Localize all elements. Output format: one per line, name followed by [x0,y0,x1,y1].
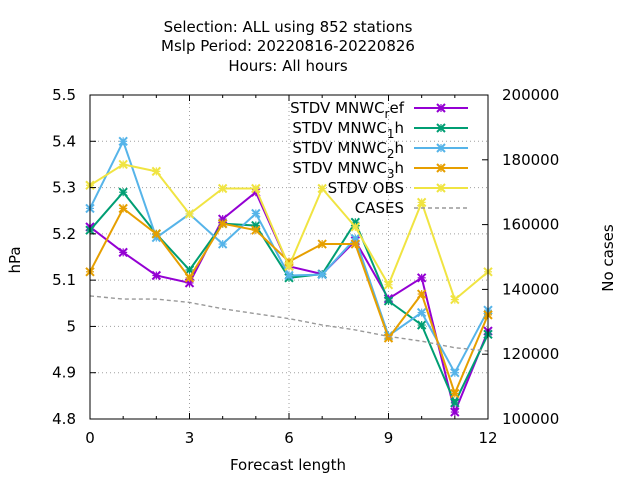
series-point-stdv-mnwc-2h [118,136,128,146]
legend-label-subscript: 2 [387,147,395,161]
series-layer [85,136,493,417]
legend-label-tail: h [394,139,404,157]
y2-axis-label: No cases [599,224,617,292]
legend-label: STDV OBS [328,179,404,197]
legend-label-main: STDV MNWC [292,159,386,177]
series-point-stdv-obs [217,183,228,194]
legend-entry-stdv-mnwc-3h: STDV MNWC3h [292,159,468,181]
y-tick-label: 5 [66,317,76,335]
series-point-stdv-obs [251,183,261,194]
series-point-stdv-mnwc-2h [217,239,228,249]
legend-label-main: STDV MNWC [290,99,384,117]
series-point-stdv-obs [416,197,427,208]
series-point-stdv-mnwc-1h [450,398,460,408]
x-tick-label: 6 [284,429,294,447]
x-axis-label: Forecast length [230,456,346,474]
x-tick-label: 0 [85,429,95,447]
series-point-stdv-mnwc-2h [251,208,261,219]
legend-label-tail: h [394,119,404,137]
y-tick-label: 5.3 [52,179,76,197]
y-tick-label: 5.2 [52,225,76,243]
x-tick-label: 12 [478,429,497,447]
series-point-stdv-mnwc-1h [383,296,394,306]
legend-label-main: STDV MNWC [292,139,386,157]
series-line-cases [89,295,489,352]
series-point-stdv-obs [317,183,327,194]
y-tick-label: 5.5 [52,86,76,104]
y2-tick-label: 200000 [502,86,559,104]
chart-title: Selection: ALL using 852 stations Mslp P… [161,18,415,75]
series-point-stdv-obs [284,261,294,271]
series-point-stdv-mnwc-ref [151,270,162,281]
legend-label: STDV MNWC2h [292,139,404,161]
series-point-stdv-mnwc-3h [251,225,261,235]
legend-label: STDV MNWC3h [292,159,404,181]
legend-label-subscript: 1 [387,127,395,141]
series-point-stdv-mnwc-3h [217,218,228,229]
y-tick-label: 4.8 [52,410,76,428]
series-point-stdv-mnwc-3h [350,239,361,249]
series-point-stdv-obs [184,209,195,219]
series-point-stdv-mnwc-3h [383,333,394,343]
title-line-1: Selection: ALL using 852 stations [164,18,413,36]
y2-tick-label: 120000 [502,345,559,363]
series-point-stdv-mnwc-3h [317,239,327,249]
title-line-3: Hours: All hours [228,57,347,75]
legend-entry-cases: CASES [355,199,468,217]
y-axis-label: hPa [6,246,24,273]
x-tick-label: 9 [384,429,394,447]
legend-entry-stdv-mnwc-1h: STDV MNWC1h [292,119,468,141]
y2-tick-label: 180000 [502,151,559,169]
y2-tick-label: 140000 [502,280,559,298]
legend-label-subscript: 3 [387,167,395,181]
y-tick-label: 5.1 [52,271,76,289]
legend-label-main: STDV OBS [328,179,404,197]
series-point-stdv-mnwc-3h [416,289,427,299]
series-point-stdv-mnwc-3h [151,229,162,239]
series-point-stdv-mnwc-1h [118,187,128,197]
ticks: 0 3 6 9 124.84.955.15.25.35.45.5100000120000… [52,86,559,447]
series-point-stdv-mnwc-2h [284,270,294,281]
series-point-stdv-obs [450,294,460,305]
series-point-stdv-mnwc-ref [118,247,128,258]
legend-label: STDV MNWCref [290,99,405,121]
series-point-stdv-mnwc-1h [416,320,427,330]
legend-entry-stdv-obs: STDV OBS [328,179,468,197]
series-point-stdv-obs [350,222,361,232]
series-point-stdv-mnwc-ref [450,407,460,417]
title-line-2: Mslp Period: 20220816-20220826 [161,37,415,55]
series-point-stdv-mnwc-ref [416,273,427,283]
series-point-stdv-obs [383,280,394,290]
y-tick-label: 4.9 [52,364,76,382]
series-point-stdv-mnwc-3h [118,203,128,214]
series-point-stdv-mnwc-2h [450,368,460,378]
legend-label-subscript: r [385,107,390,121]
legend-label-main: STDV MNWC [292,119,386,137]
y2-tick-label: 100000 [502,410,559,428]
series-point-stdv-obs [151,166,162,177]
legend-entry-stdv-mnwc-ref: STDV MNWCref [290,99,468,121]
grid [90,95,488,419]
legend-label: CASES [355,199,404,217]
x-tick-label: 3 [185,429,195,447]
series-point-stdv-mnwc-3h [450,388,460,399]
series-point-stdv-mnwc-2h [416,307,427,318]
legend-label-tail: h [394,159,404,177]
y-tick-label: 5.4 [52,132,76,150]
legend-label-main: CASES [355,199,404,217]
series-point-stdv-mnwc-3h [184,273,195,283]
legend-label-tail: ef [389,99,404,117]
y2-tick-label: 160000 [502,216,559,234]
legend-label: STDV MNWC1h [292,119,404,141]
legend-entry-stdv-mnwc-2h: STDV MNWC2h [292,139,468,161]
series-point-stdv-mnwc-2h [317,269,327,280]
series-point-stdv-obs [118,159,128,170]
